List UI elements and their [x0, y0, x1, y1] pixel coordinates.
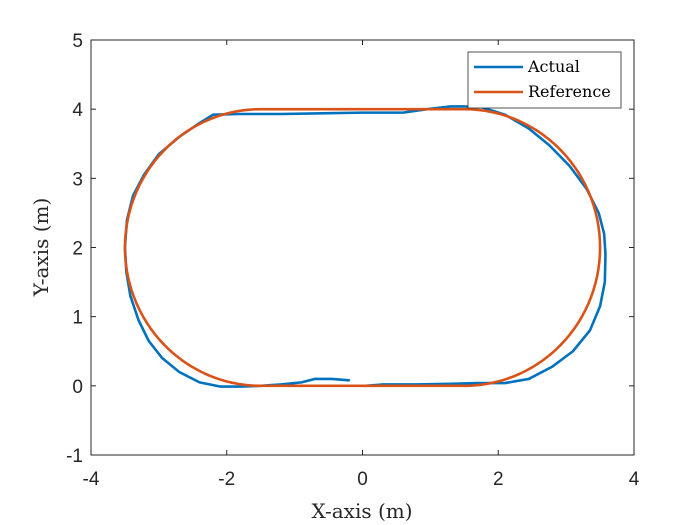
x-tick-label: 2 [493, 469, 504, 490]
x-tick-label: -4 [83, 469, 100, 490]
tick-layer: -4 -2 0 2 4 -1 0 1 2 3 4 5 [66, 31, 640, 490]
x-tick-label: -2 [218, 469, 235, 490]
x-axis-label: X-axis (m) [311, 499, 412, 523]
y-tick-label: 4 [72, 100, 83, 121]
x-tick-label: 4 [629, 469, 640, 490]
legend-label-reference: Reference [528, 82, 611, 101]
y-tick-label: 0 [72, 377, 83, 398]
y-tick-label: 1 [72, 308, 83, 329]
legend: Actual Reference [467, 51, 622, 109]
y-tick-label: 3 [72, 169, 83, 190]
y-tick-label: 2 [72, 239, 83, 260]
legend-label-actual: Actual [527, 57, 580, 76]
y-tick-label: 5 [72, 31, 83, 52]
series-reference-line [123, 107, 602, 388]
legend-box [467, 51, 622, 109]
series-actual-line [123, 105, 607, 388]
series-layer [123, 105, 607, 388]
y-tick-label: -1 [66, 446, 83, 467]
y-axis-label: Y-axis (m) [29, 198, 53, 298]
x-tick-label: 0 [357, 469, 368, 490]
